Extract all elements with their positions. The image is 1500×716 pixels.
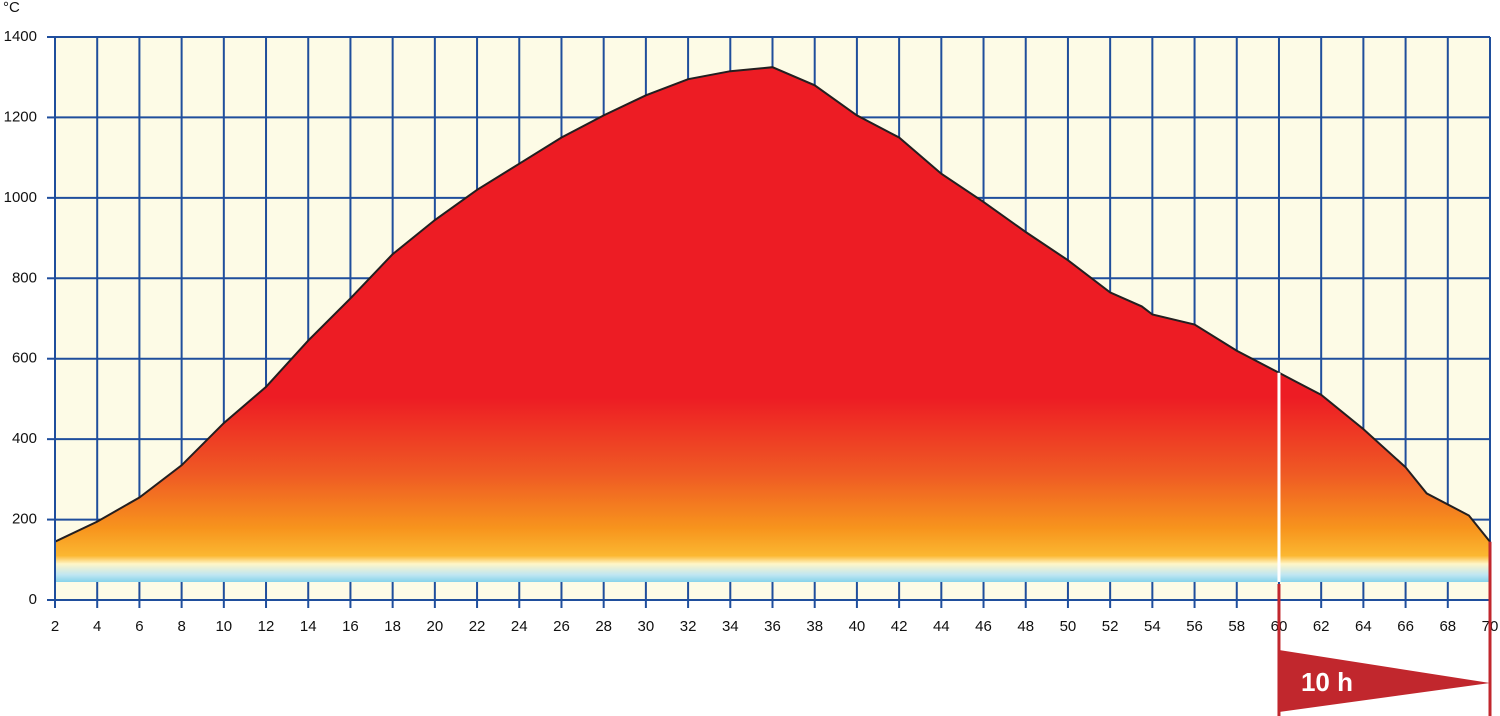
y-tick-label: 1200 [4,108,37,125]
y-tick-label: 1400 [4,28,37,45]
x-tick-label: 16 [342,618,359,635]
x-tick-label: 6 [135,618,143,635]
x-tick-label: 32 [680,618,697,635]
x-tick-label: 18 [384,618,401,635]
y-tick-label: 200 [12,511,37,528]
area [55,67,1490,582]
x-tick-label: 40 [849,618,866,635]
x-tick-label: 12 [258,618,275,635]
x-tick-label: 8 [177,618,185,635]
x-tick-label: 4 [93,618,101,635]
x-tick-label: 68 [1439,618,1456,635]
x-tick-label: 2 [51,618,59,635]
duration-wedge [1278,650,1490,712]
y-tick-label: 400 [12,430,37,447]
x-tick-label: 22 [469,618,486,635]
x-tick-label: 52 [1102,618,1119,635]
x-tick-label: 14 [300,618,317,635]
x-tick-label: 20 [427,618,444,635]
x-tick-label: 58 [1228,618,1245,635]
x-tick-label: 36 [764,618,781,635]
x-tick-label: 62 [1313,618,1330,635]
duration-label: 10 h [1301,667,1353,697]
y-tick-label: 1000 [4,189,37,206]
x-tick-label: 28 [595,618,612,635]
y-tick-label: 0 [29,591,37,608]
x-tick-label: 24 [511,618,528,635]
x-tick-label: 54 [1144,618,1161,635]
x-tick-label: 46 [975,618,992,635]
x-tick-label: 10 [215,618,232,635]
y-tick-label: 600 [12,350,37,367]
x-tick-label: 42 [891,618,908,635]
x-tick-label: 48 [1017,618,1034,635]
x-tick-label: 50 [1060,618,1077,635]
x-tick-label: 44 [933,618,950,635]
x-tick-label: 66 [1397,618,1414,635]
x-tick-label: 56 [1186,618,1203,635]
x-tick-label: 30 [638,618,655,635]
x-tick-label: 38 [806,618,823,635]
x-tick-label: 34 [722,618,739,635]
y-tick-label: 800 [12,269,37,286]
x-tick-label: 26 [553,618,570,635]
x-tick-label: 64 [1355,618,1372,635]
y-axis-unit: °C [3,0,20,16]
